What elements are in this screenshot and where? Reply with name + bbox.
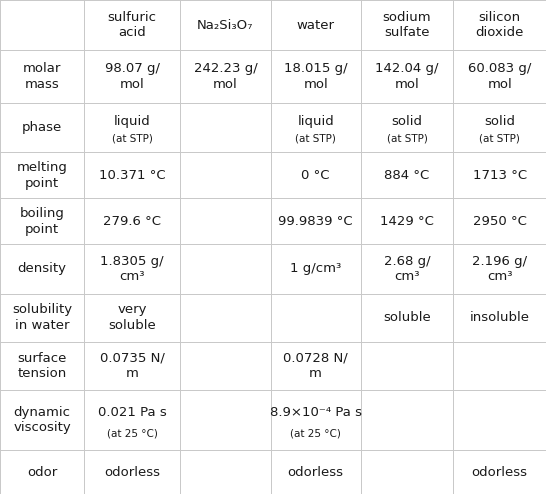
Text: melting
point: melting point xyxy=(16,161,68,190)
Text: (at STP): (at STP) xyxy=(112,133,153,143)
Text: odorless: odorless xyxy=(472,465,527,479)
Text: boiling
point: boiling point xyxy=(20,207,64,236)
Text: odor: odor xyxy=(27,465,57,479)
Text: 18.015 g/
mol: 18.015 g/ mol xyxy=(284,62,347,91)
Text: (at STP): (at STP) xyxy=(387,133,428,143)
Text: (at 25 °C): (at 25 °C) xyxy=(107,428,158,438)
Text: 0 °C: 0 °C xyxy=(301,169,330,182)
Text: silicon
dioxide: silicon dioxide xyxy=(476,11,524,40)
Text: Na₂Si₃O₇: Na₂Si₃O₇ xyxy=(197,19,254,32)
Text: 98.07 g/
mol: 98.07 g/ mol xyxy=(105,62,160,91)
Text: 2.68 g/
cm³: 2.68 g/ cm³ xyxy=(384,254,430,283)
Text: phase: phase xyxy=(22,121,62,134)
Text: water: water xyxy=(296,19,335,32)
Text: 10.371 °C: 10.371 °C xyxy=(99,169,165,182)
Text: surface
tension: surface tension xyxy=(17,352,67,380)
Text: 0.0728 N/
m: 0.0728 N/ m xyxy=(283,352,348,380)
Text: (at STP): (at STP) xyxy=(479,133,520,143)
Text: solubility
in water: solubility in water xyxy=(12,303,72,332)
Text: sulfuric
acid: sulfuric acid xyxy=(108,11,157,40)
Text: 1.8305 g/
cm³: 1.8305 g/ cm³ xyxy=(100,254,164,283)
Text: liquid: liquid xyxy=(114,115,151,128)
Text: 279.6 °C: 279.6 °C xyxy=(103,215,161,228)
Text: sodium
sulfate: sodium sulfate xyxy=(383,11,431,40)
Text: dynamic
viscosity: dynamic viscosity xyxy=(13,406,71,434)
Text: 1713 °C: 1713 °C xyxy=(473,169,527,182)
Text: (at 25 °C): (at 25 °C) xyxy=(290,428,341,438)
Text: 1 g/cm³: 1 g/cm³ xyxy=(290,262,341,276)
Text: 1429 °C: 1429 °C xyxy=(380,215,434,228)
Text: 0.0735 N/
m: 0.0735 N/ m xyxy=(100,352,165,380)
Text: insoluble: insoluble xyxy=(470,311,530,324)
Text: 2.196 g/
cm³: 2.196 g/ cm³ xyxy=(472,254,527,283)
Text: (at STP): (at STP) xyxy=(295,133,336,143)
Text: 142.04 g/
mol: 142.04 g/ mol xyxy=(375,62,439,91)
Text: 884 °C: 884 °C xyxy=(384,169,430,182)
Text: 0.021 Pa s: 0.021 Pa s xyxy=(98,407,167,419)
Text: density: density xyxy=(17,262,67,276)
Text: soluble: soluble xyxy=(383,311,431,324)
Text: odorless: odorless xyxy=(288,465,343,479)
Text: 2950 °C: 2950 °C xyxy=(473,215,527,228)
Text: 99.9839 °C: 99.9839 °C xyxy=(278,215,353,228)
Text: 60.083 g/
mol: 60.083 g/ mol xyxy=(468,62,531,91)
Text: 8.9×10⁻⁴ Pa s: 8.9×10⁻⁴ Pa s xyxy=(270,407,361,419)
Text: solid: solid xyxy=(484,115,515,128)
Text: 242.23 g/
mol: 242.23 g/ mol xyxy=(194,62,257,91)
Text: liquid: liquid xyxy=(297,115,334,128)
Text: molar
mass: molar mass xyxy=(23,62,61,91)
Text: solid: solid xyxy=(391,115,423,128)
Text: odorless: odorless xyxy=(104,465,160,479)
Text: very
soluble: very soluble xyxy=(108,303,156,332)
